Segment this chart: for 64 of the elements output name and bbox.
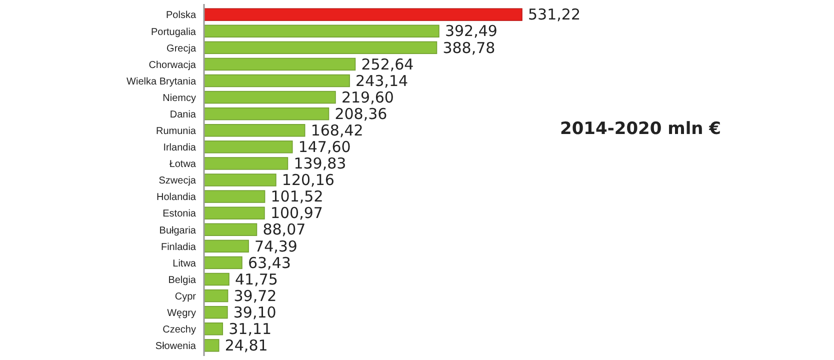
y-tick-label: Finladia — [160, 242, 196, 253]
bar — [204, 24, 440, 38]
data-label: 31,11 — [228, 320, 272, 338]
bar — [204, 223, 258, 236]
data-label: 243,14 — [356, 72, 408, 90]
data-label: 147,60 — [298, 138, 351, 156]
y-tick-label: Niemcy — [162, 92, 196, 104]
data-label: 139,83 — [294, 154, 346, 173]
data-label: 63,43 — [248, 254, 291, 272]
data-label: 252,64 — [361, 55, 414, 74]
y-tick-label: Polska — [166, 10, 196, 22]
data-label: 388,78 — [442, 38, 496, 57]
data-label: 39,72 — [234, 286, 277, 305]
data-label: 74,39 — [254, 237, 298, 256]
y-tick-label: Łotwa — [169, 159, 196, 170]
data-label: 168,42 — [310, 121, 364, 140]
y-tick-label: Bułgaria — [159, 225, 196, 236]
y-tick-label: Dania — [170, 109, 196, 120]
y-tick-label: Wielka Brytania — [126, 76, 196, 88]
y-tick-label: Irlandia — [163, 142, 196, 154]
bar — [204, 174, 276, 186]
bar — [204, 339, 220, 352]
bar — [204, 289, 228, 302]
y-tick-label: Portugalia — [150, 26, 196, 38]
text: 2014-2020 mln € — [560, 119, 721, 139]
bar — [204, 256, 242, 270]
y-tick-label: Cypr — [174, 291, 197, 302]
data-label: 100,97 — [270, 204, 323, 222]
data-label: 39,10 — [233, 303, 276, 322]
data-label: 88,07 — [262, 220, 306, 239]
bar — [204, 58, 356, 71]
bar — [204, 124, 306, 137]
bar — [204, 206, 265, 220]
bar — [204, 157, 288, 170]
y-tick-label: Holandia — [156, 192, 196, 204]
y-tick-label: Estonia — [162, 208, 196, 220]
data-label: 120,16 — [282, 171, 334, 190]
y-tick-label: Grecja — [166, 43, 196, 54]
data-label: 101,52 — [270, 188, 324, 206]
bar — [204, 8, 522, 21]
bar — [204, 107, 330, 120]
y-tick-label: Węgry — [167, 308, 196, 319]
bar — [204, 41, 438, 54]
bar — [204, 190, 266, 203]
y-tick-label: Belgia — [168, 274, 196, 286]
bar — [204, 306, 228, 319]
data-label: 219,60 — [341, 88, 394, 106]
data-label: 208,36 — [334, 104, 388, 123]
y-tick-label: Słowenia — [155, 341, 196, 352]
y-tick-label: Litwa — [172, 258, 196, 270]
data-label: 392,49 — [444, 22, 498, 40]
y-tick-label: Rumunia — [156, 126, 196, 138]
bar — [204, 240, 249, 253]
data-label: 41,75 — [234, 270, 278, 288]
bar — [204, 140, 293, 154]
y-tick-label: Chorwacja — [148, 60, 196, 71]
data-label: 24,81 — [224, 336, 268, 355]
bar — [204, 90, 336, 104]
y-tick-label: Szwecja — [158, 176, 196, 187]
y-tick-label: Czechy — [162, 324, 196, 336]
bar — [204, 74, 350, 88]
bar — [204, 272, 230, 286]
data-label: 531,22 — [528, 6, 580, 24]
bar — [204, 322, 224, 336]
